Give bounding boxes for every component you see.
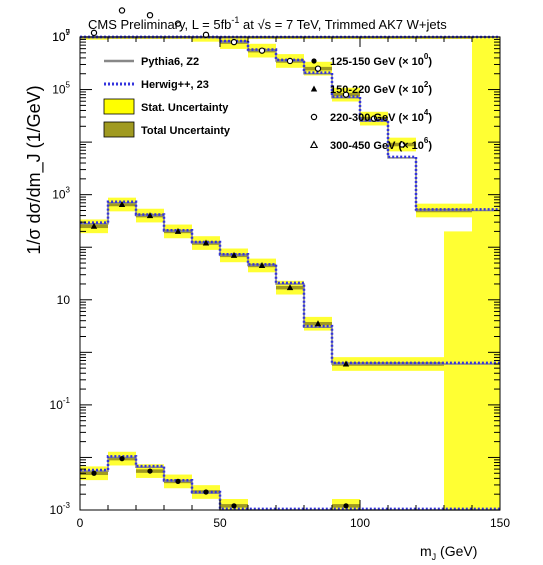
legend-box-swatch	[103, 121, 135, 138]
stat-uncertainty-box	[472, 37, 500, 510]
legend-right-item: 220-300 GeV (× 104)	[330, 108, 432, 124]
legend-right-label: 125-150 GeV (× 100)	[330, 52, 432, 68]
x-tick-label: 100	[350, 516, 370, 530]
data-point-2	[258, 47, 266, 54]
data-point-0	[231, 503, 237, 509]
legend-right-item: 125-150 GeV (× 100)	[330, 52, 432, 68]
data-point-1	[174, 227, 182, 234]
data-point-1	[202, 239, 210, 246]
legend-marker	[310, 85, 318, 92]
legend-left-label: Total Uncertainty	[141, 125, 231, 137]
y-tick-label: 10-1	[50, 396, 71, 412]
data-point-1	[118, 200, 126, 207]
legend-right-item: 150-220 GeV (× 102)	[330, 80, 432, 96]
x-tick-label: 50	[213, 516, 227, 530]
y-axis-title: 1/σ dσ/dm_J (1/GeV)	[24, 85, 45, 254]
data-point-2	[370, 115, 378, 122]
data-point-2	[342, 91, 350, 98]
data-point-0	[91, 470, 97, 476]
y-tick-label: 109	[52, 28, 70, 44]
data-point-0	[147, 468, 153, 474]
legend-left-label: Herwig++, 23	[141, 79, 209, 91]
data-point-0	[175, 478, 181, 485]
data-point-0	[203, 489, 209, 495]
chart-title: CMS Preliminary, L = 5fb-1 at √s = 7 TeV…	[88, 15, 447, 32]
legend-marker	[310, 113, 318, 121]
legend-left-item: Total Uncertainty	[103, 121, 231, 138]
herwig-step-line-0	[80, 455, 500, 511]
legend-left-item: Stat. Uncertainty	[103, 98, 229, 115]
legend-left-item: Pythia6, Z2	[104, 56, 199, 68]
legend-marker	[311, 58, 317, 64]
data-point-0	[343, 503, 349, 509]
legend-right-label: 300-450 GeV (× 106)	[330, 136, 432, 152]
y-tick-label: 103	[52, 186, 70, 202]
legend-marker	[309, 140, 319, 149]
y-tick-label: 10	[57, 293, 71, 307]
data-point-2	[118, 7, 126, 14]
x-axis: 0 50 100 150	[77, 37, 510, 530]
data-point-1	[342, 360, 350, 367]
legend-right-label: 150-220 GeV (× 102)	[330, 80, 432, 96]
data-point-1	[230, 251, 238, 258]
data-point-1	[286, 284, 294, 291]
stat-uncertainty-box	[192, 37, 220, 42]
data-point-2	[230, 38, 238, 46]
y-tick-label: 105	[52, 81, 70, 97]
data-point-0	[119, 456, 125, 462]
data-point-2	[286, 57, 294, 65]
data-point-1	[90, 222, 98, 229]
data-point-1	[146, 212, 154, 219]
y-tick-label: 10-3	[50, 501, 71, 517]
legend-left-label: Stat. Uncertainty	[141, 102, 229, 114]
plot-frame	[79, 36, 501, 511]
herwig-step-line-1	[80, 200, 500, 365]
data-point-1	[258, 261, 266, 268]
data-point-2	[146, 11, 154, 19]
legend-left-label: Pythia6, Z2	[141, 56, 199, 68]
data-point-2	[398, 141, 406, 148]
herwig-step-line-2	[80, 35, 500, 211]
x-tick-label: 0	[77, 516, 84, 530]
y-tick-label: 107	[52, 28, 70, 44]
data-point-2	[174, 20, 182, 27]
x-axis-title: mJ (GeV)	[420, 543, 477, 562]
x-tick-label: 150	[490, 516, 510, 530]
legend-right-item: 300-450 GeV (× 106)	[330, 136, 432, 152]
data-point-1	[314, 320, 322, 327]
stat-uncertainty-box	[444, 231, 472, 510]
legend-box-swatch	[103, 98, 135, 115]
legend-left-item: Herwig++, 23	[104, 79, 209, 91]
legend-right-label: 220-300 GeV (× 104)	[330, 108, 432, 124]
data-point-2	[314, 65, 322, 72]
data-point-2	[90, 29, 98, 37]
